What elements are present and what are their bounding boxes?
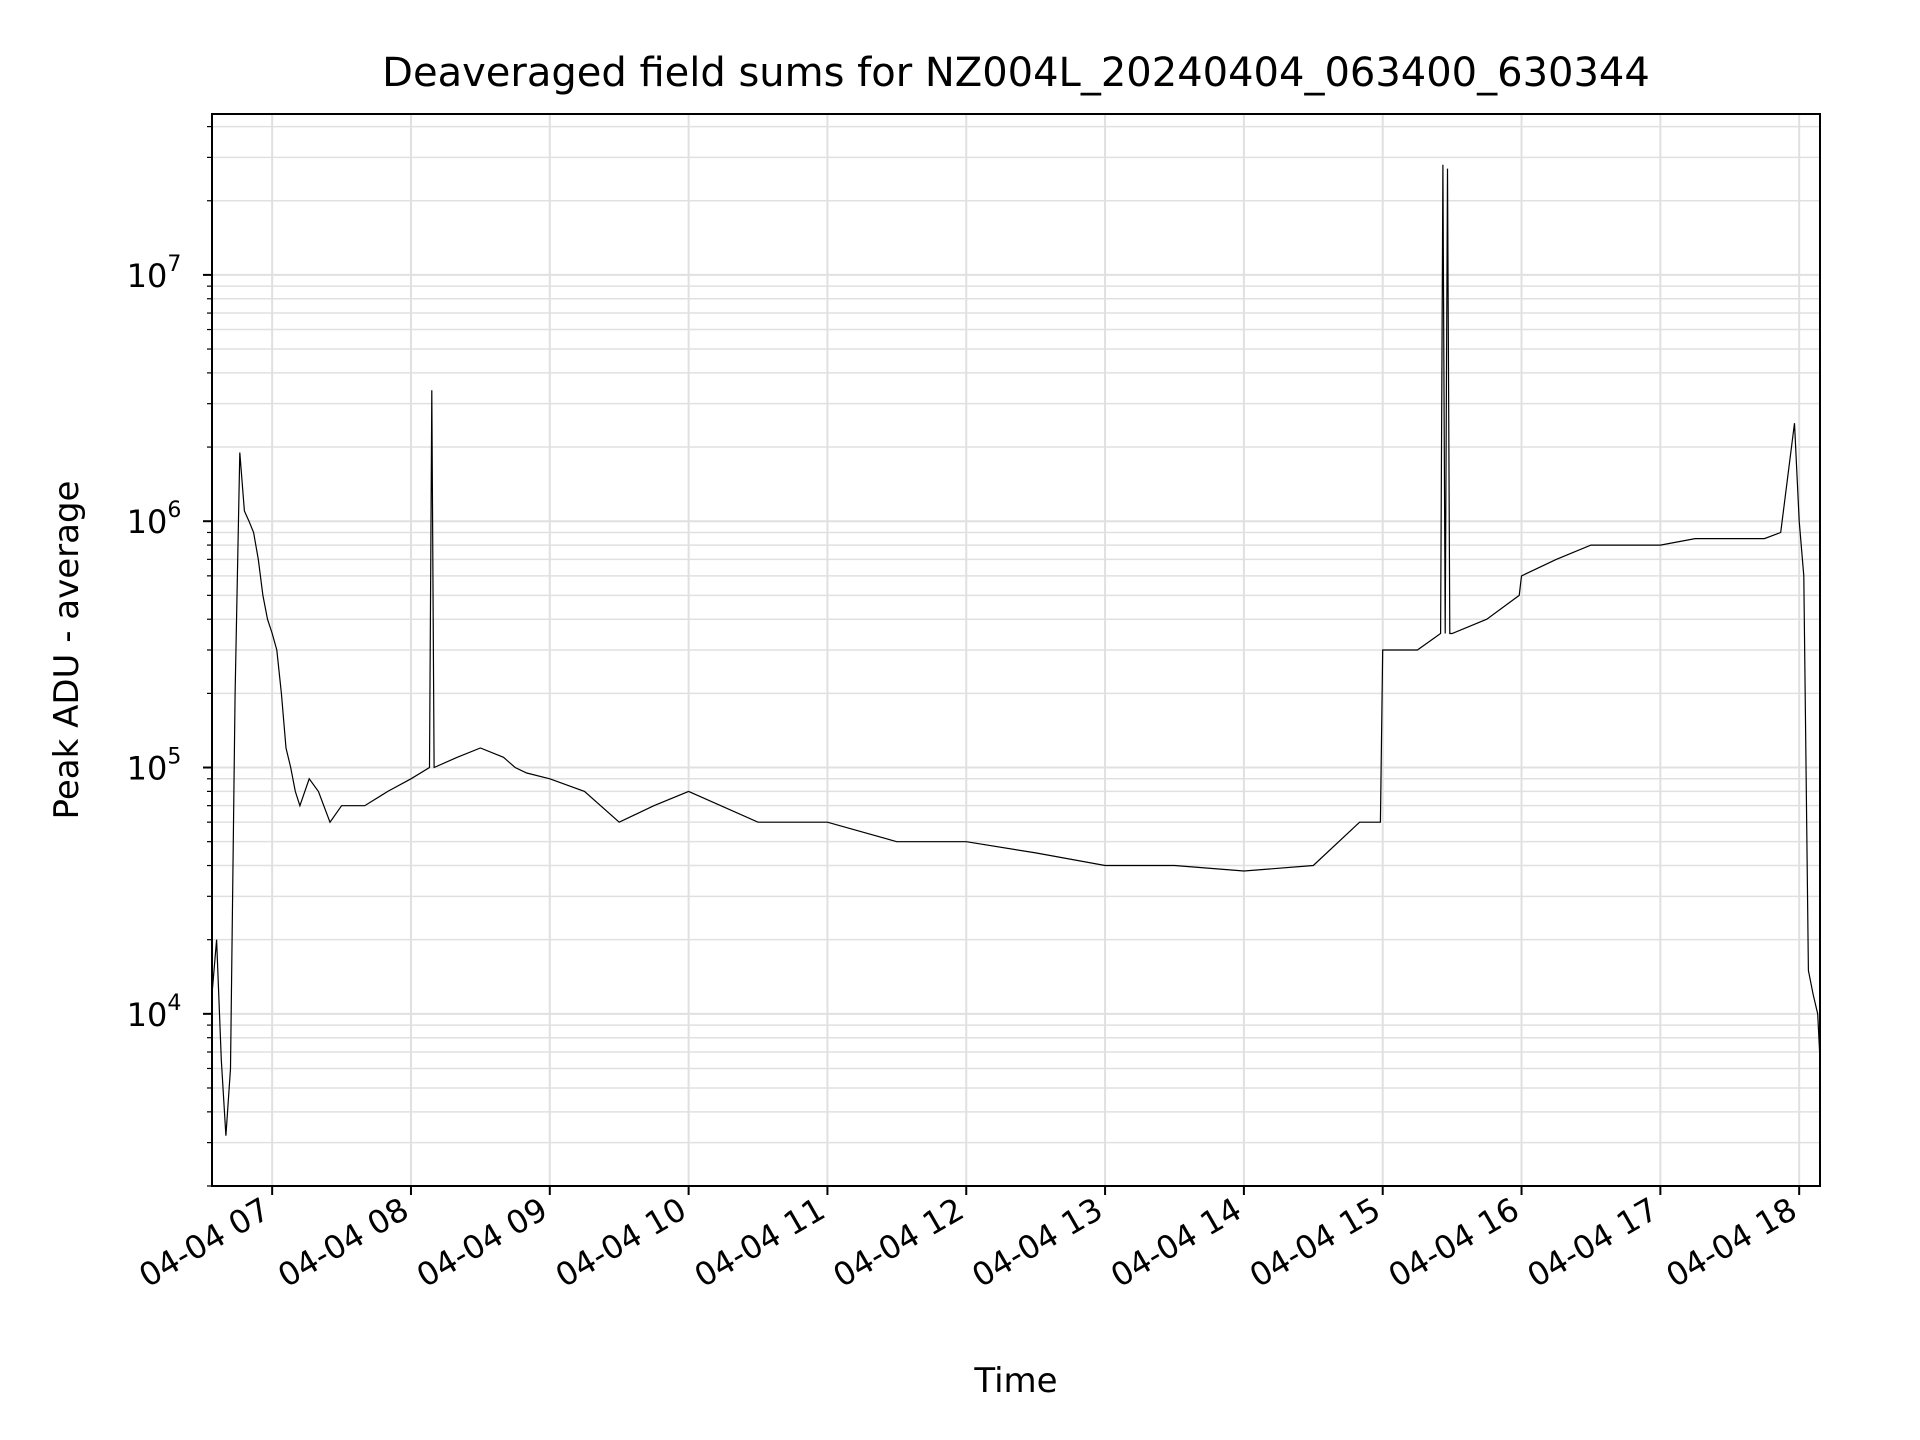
grid [212,114,1820,1187]
x-tick-label: 04-04 10 [549,1190,693,1295]
x-tick-label: 04-04 07 [133,1190,277,1295]
y-tick-label: 104 [127,991,182,1034]
x-tick-label: 04-04 15 [1243,1190,1387,1295]
y-axis-label: Peak ADU - average [47,481,87,820]
x-tick-label: 04-04 14 [1104,1190,1248,1295]
y-tick-label: 105 [127,745,182,788]
x-tick-label: 04-04 17 [1521,1190,1665,1295]
y-tick-label: 107 [127,252,182,295]
x-tick-label: 04-04 13 [965,1190,1109,1295]
y-axis: 104 105 106 107 [127,125,212,1187]
x-tick-label: 04-04 09 [410,1190,554,1295]
x-tick-label: 04-04 12 [827,1190,971,1295]
x-tick-label: 04-04 18 [1660,1190,1804,1295]
series-line [212,164,1820,1136]
chart-title: Deaveraged field sums for NZ004L_2024040… [382,50,1650,96]
x-tick-label: 04-04 16 [1382,1190,1526,1295]
x-tick-label: 04-04 08 [271,1190,415,1295]
x-axis-label: Time [973,1361,1057,1401]
y-tick-label: 106 [127,498,182,541]
x-tick-label: 04-04 11 [688,1190,832,1295]
